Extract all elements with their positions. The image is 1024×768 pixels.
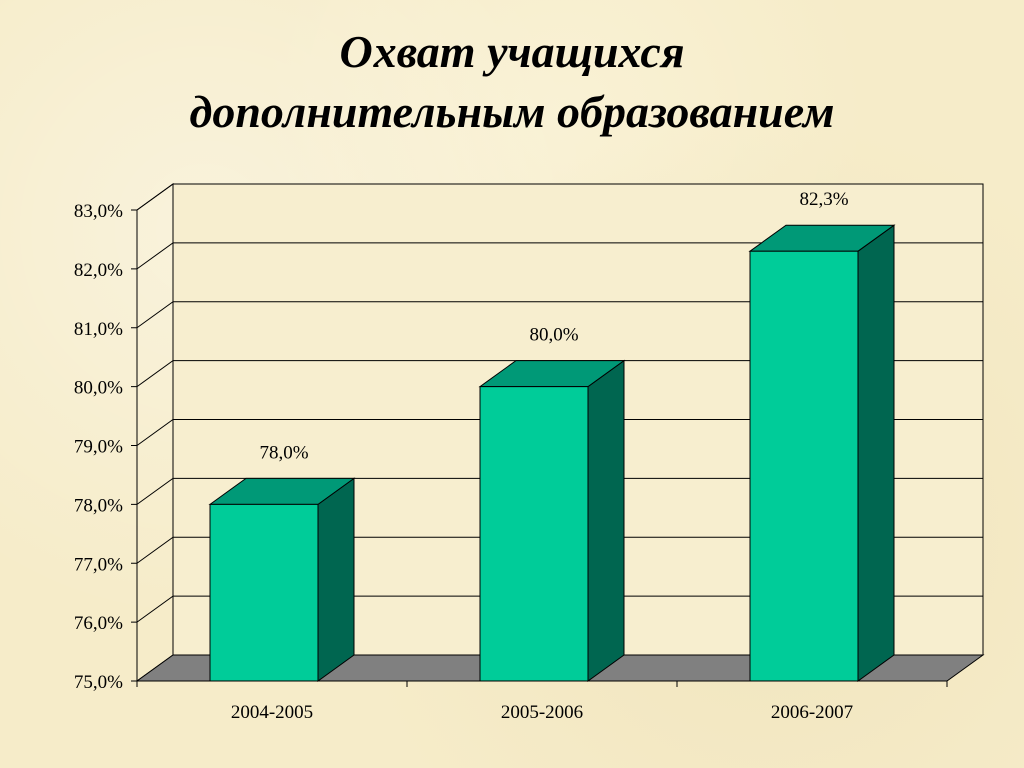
- gridline: [136, 360, 983, 388]
- x-tick-label: 2006-2007: [771, 702, 853, 723]
- bar: [209, 503, 319, 682]
- y-tick-label: 77,0%: [74, 554, 123, 575]
- bar: [479, 386, 589, 682]
- bar-side: [317, 477, 355, 682]
- data-label: 82,3%: [799, 189, 848, 210]
- data-label: 78,0%: [259, 442, 308, 463]
- bar: [749, 250, 859, 682]
- gridline: [136, 595, 983, 623]
- y-tick-label: 78,0%: [74, 495, 123, 516]
- gridline: [136, 477, 983, 505]
- gridline: [136, 301, 983, 329]
- y-tick-label: 83,0%: [74, 201, 123, 222]
- y-tick-label: 76,0%: [74, 613, 123, 634]
- chart-title: Охват учащихся дополнительным образовани…: [0, 22, 1024, 142]
- title-line-1: Охват учащихся: [339, 26, 685, 77]
- data-label: 80,0%: [529, 325, 578, 346]
- y-tick-label: 80,0%: [74, 378, 123, 399]
- y-tick-label: 75,0%: [74, 672, 123, 693]
- y-tick-label: 79,0%: [74, 437, 123, 458]
- gridline: [136, 536, 983, 564]
- gridline: [136, 242, 983, 270]
- y-tick-label: 82,0%: [74, 260, 123, 281]
- gridline: [136, 183, 983, 211]
- y-tick-label: 81,0%: [74, 319, 123, 340]
- title-line-2: дополнительным образованием: [189, 86, 835, 137]
- bar-side: [587, 359, 625, 682]
- x-tick-label: 2005-2006: [501, 702, 583, 723]
- x-tick-label: 2004-2005: [231, 702, 313, 723]
- bar-side: [857, 224, 895, 682]
- gridline: [136, 419, 983, 446]
